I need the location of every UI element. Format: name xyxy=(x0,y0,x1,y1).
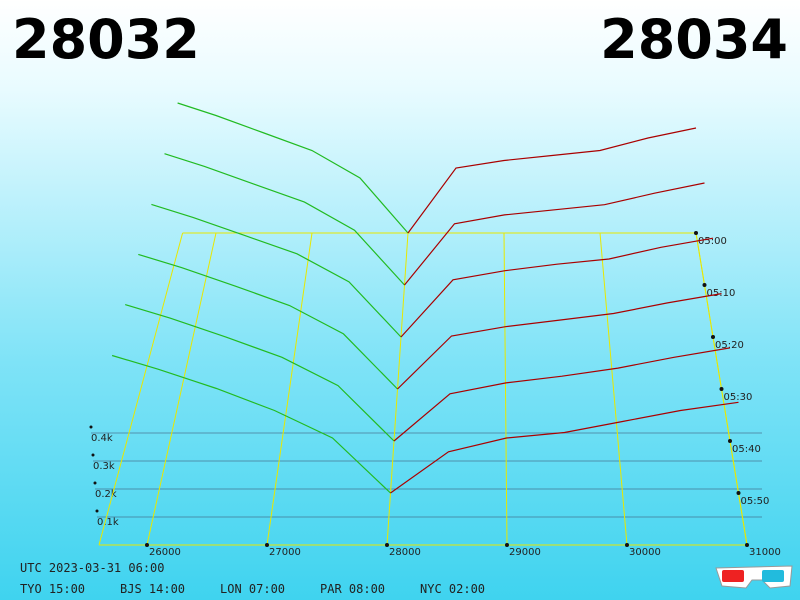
time-tick-dot xyxy=(719,387,724,391)
x-tick-dot xyxy=(385,543,389,547)
x-tick-label: 29000 xyxy=(509,547,541,558)
bids-depth-line xyxy=(177,102,409,234)
x-tick-dot xyxy=(625,543,629,547)
asks-depth-line xyxy=(390,401,739,494)
time-tick-dot xyxy=(694,231,698,235)
frame-line xyxy=(98,232,184,546)
depth-tick-label: 0.1k xyxy=(97,517,119,528)
time-tick-dot xyxy=(702,283,707,287)
bids-depth-line xyxy=(164,153,405,286)
city-time: NYC 02:00 xyxy=(420,582,485,596)
bids-depth-line xyxy=(138,253,398,390)
bids-depth-line xyxy=(125,304,395,442)
asks-depth-line xyxy=(404,182,705,286)
x-tick-label: 31000 xyxy=(749,547,781,558)
bid-price: 28032 xyxy=(12,8,200,71)
bids-depth-line xyxy=(111,354,391,494)
asks-depth-line xyxy=(397,293,722,390)
utc-time: UTC 2023-03-31 06:00 xyxy=(20,561,165,575)
city-time: BJS 14:00 xyxy=(120,582,185,596)
x-tick-dot xyxy=(145,543,149,547)
depth-tick-dot xyxy=(93,481,97,485)
x-tick-label: 28000 xyxy=(389,547,421,558)
bids-depth-line xyxy=(151,203,402,338)
glasses-icon xyxy=(715,565,793,589)
x-grid-line xyxy=(503,232,508,546)
asks-depth-line xyxy=(400,237,714,338)
x-tick-label: 26000 xyxy=(149,547,181,558)
depth-tick-label: 0.4k xyxy=(91,433,113,444)
time-tick-label: 05:30 xyxy=(724,392,753,403)
time-tick-dot xyxy=(736,491,741,495)
x-tick-dot xyxy=(745,543,749,547)
depth-tick-dot xyxy=(95,509,99,513)
x-grid-line xyxy=(146,232,217,546)
depth-tick-dot xyxy=(89,425,93,429)
time-tick-label: 05:50 xyxy=(741,496,770,507)
depth-tick-label: 0.2k xyxy=(95,489,117,500)
city-time: TYO 15:00 xyxy=(20,582,85,596)
time-tick-dot xyxy=(711,335,715,339)
x-tick-dot xyxy=(505,543,509,547)
depth-tick-dot xyxy=(91,453,95,457)
x-tick-label: 27000 xyxy=(269,547,301,558)
depth-tick-label: 0.3k xyxy=(93,461,115,472)
x-grid-line xyxy=(599,232,628,546)
time-tick-label: 05:00 xyxy=(698,236,727,247)
x-tick-label: 30000 xyxy=(629,547,661,558)
asks-depth-line xyxy=(393,347,731,442)
ask-price: 28034 xyxy=(600,8,788,71)
x-tick-dot xyxy=(265,543,269,547)
city-time: PAR 08:00 xyxy=(320,582,385,596)
city-time: LON 07:00 xyxy=(220,582,285,596)
x-grid-line xyxy=(266,232,313,546)
time-tick-label: 05:40 xyxy=(732,444,761,455)
time-tick-label: 05:20 xyxy=(715,340,744,351)
asks-depth-line xyxy=(407,127,697,234)
time-tick-dot xyxy=(728,439,732,443)
